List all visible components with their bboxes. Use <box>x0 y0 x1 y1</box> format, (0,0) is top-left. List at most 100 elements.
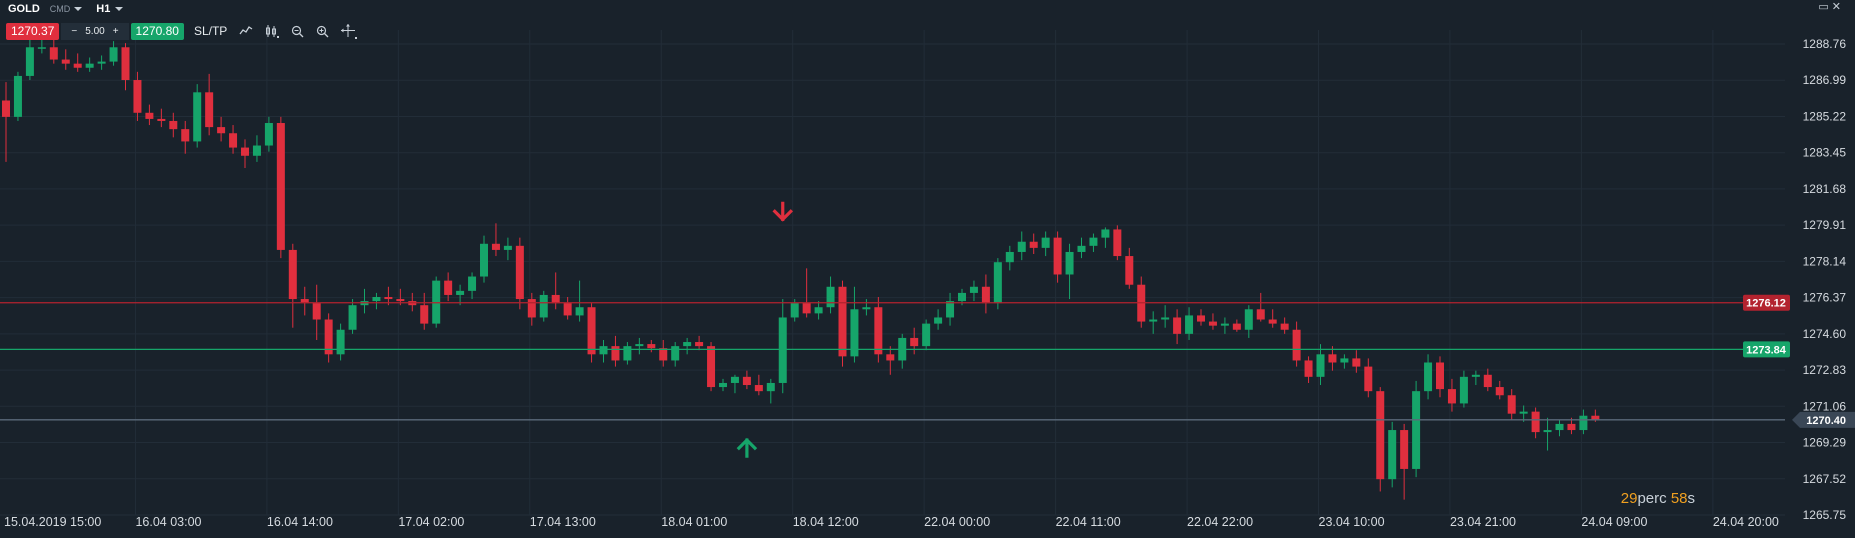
y-tick-label: 1281.68 <box>1803 182 1847 196</box>
candle <box>826 276 835 314</box>
candle-body <box>217 127 226 134</box>
y-tick-label: 1267.52 <box>1803 472 1847 486</box>
candle-body <box>539 294 548 318</box>
candle-body <box>264 123 273 146</box>
candle <box>420 292 429 330</box>
candle <box>85 57 94 72</box>
candle-body <box>838 286 847 357</box>
candle-body <box>1089 237 1098 246</box>
candle <box>1388 421 1397 488</box>
candle <box>647 339 656 353</box>
zoom-in-icon[interactable] <box>316 25 329 38</box>
candle-body <box>61 59 70 64</box>
candle <box>360 288 369 314</box>
candle <box>1017 231 1026 261</box>
chart-toolbar: GOLD CMD H1 1270.37 − 5.00 + 1270.80 SL/… <box>0 0 1800 44</box>
candle-body <box>1065 251 1074 275</box>
x-tick-label: 22.04 00:00 <box>924 515 990 529</box>
candle <box>1424 354 1433 400</box>
candle <box>145 104 154 126</box>
y-tick-label: 1274.60 <box>1803 327 1847 341</box>
candle <box>169 112 178 138</box>
candle-body <box>1029 241 1038 248</box>
candle <box>312 284 321 340</box>
lot-size-input[interactable]: 5.00 <box>85 25 105 37</box>
candle-body <box>1531 411 1540 433</box>
candle-body <box>958 292 966 302</box>
candle <box>1053 231 1062 283</box>
buy-button[interactable]: 1270.80 <box>130 22 184 40</box>
candle-body <box>922 323 931 347</box>
candle <box>527 292 536 326</box>
x-axis: 15.04.2019 15:00 16.04 03:00 16.04 14:00 17… <box>4 515 1779 529</box>
candle-body <box>1376 391 1385 480</box>
candle-body <box>742 376 751 386</box>
candle <box>934 309 943 330</box>
candle-body <box>1101 229 1110 238</box>
symbol-row: GOLD CMD H1 <box>8 2 137 16</box>
candle-body <box>575 307 584 316</box>
candle-body <box>946 301 955 318</box>
sell-button[interactable]: 1270.37 <box>6 22 60 40</box>
line-chart-icon[interactable] <box>239 25 253 37</box>
candle-body <box>1447 389 1456 404</box>
candle <box>1567 417 1576 435</box>
timeframe-selector[interactable]: H1 <box>96 3 111 15</box>
symbol-label[interactable]: GOLD <box>8 3 40 15</box>
candle <box>969 280 978 302</box>
lot-decrease-button[interactable]: − <box>71 25 78 37</box>
candle <box>181 120 190 154</box>
candle <box>707 342 716 392</box>
candle <box>802 268 811 318</box>
x-tick-label: 23.04 21:00 <box>1450 515 1516 529</box>
candle <box>695 335 704 351</box>
candle <box>1185 307 1194 340</box>
candle-body <box>276 123 285 250</box>
symbol-dropdown-icon[interactable] <box>74 7 83 11</box>
candle-body <box>1161 317 1170 320</box>
candle <box>814 301 823 320</box>
candle-body <box>551 294 560 304</box>
candle-body <box>730 376 739 383</box>
candle-body <box>1220 323 1229 326</box>
candle-body <box>814 307 823 314</box>
candle <box>444 272 453 302</box>
candle-body <box>1400 430 1409 469</box>
grid <box>0 30 1785 516</box>
candle <box>683 337 692 355</box>
candle <box>886 346 895 375</box>
candle <box>1161 305 1170 328</box>
candle <box>336 323 345 361</box>
candle-body <box>1041 237 1050 248</box>
candle <box>1208 313 1217 330</box>
candle-body <box>1579 415 1588 431</box>
candle-body <box>2 100 10 117</box>
y-tick-label: 1285.22 <box>1803 109 1847 123</box>
zoom-out-icon[interactable] <box>291 25 304 38</box>
crosshair-icon[interactable] <box>341 23 358 39</box>
candle-body <box>13 75 22 117</box>
candle-body <box>934 317 943 324</box>
candle-countdown: 29perc 58s <box>1621 490 1695 507</box>
candle-body <box>993 262 1002 304</box>
sltp-button[interactable]: SL/TP <box>193 24 228 38</box>
candle-body <box>515 245 524 300</box>
candle <box>1316 344 1325 386</box>
candle-body <box>563 303 572 316</box>
candle-body <box>587 307 596 355</box>
timeframe-dropdown-icon[interactable] <box>115 7 124 11</box>
candle <box>157 108 166 128</box>
candle-body <box>683 342 692 347</box>
candle <box>1495 380 1504 400</box>
candle-body <box>599 346 608 355</box>
last_price-tag: 1270.40 <box>1792 411 1855 428</box>
candle <box>1471 370 1480 386</box>
lot-increase-button[interactable]: + <box>112 25 119 37</box>
window-controls[interactable]: ▭ ✕ <box>1818 1 1841 13</box>
candle-body <box>37 47 46 49</box>
candles-icon[interactable] <box>265 24 280 38</box>
y-tick-label: 1288.76 <box>1803 37 1847 51</box>
candle-body <box>1436 362 1444 390</box>
y-tick-label: 1286.99 <box>1803 73 1847 87</box>
